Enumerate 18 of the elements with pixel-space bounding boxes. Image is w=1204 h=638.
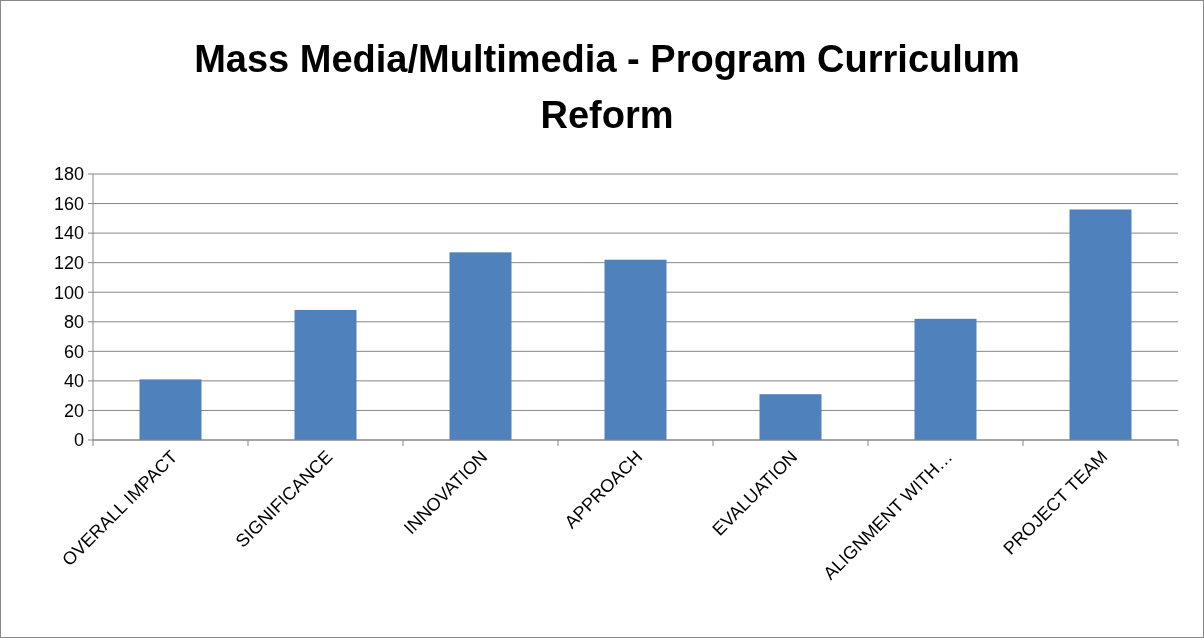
y-tick-label: 140: [53, 223, 84, 244]
bar: [604, 259, 667, 440]
y-tick-label: 100: [53, 282, 84, 303]
bar: [294, 309, 357, 440]
y-tick-label: 0: [73, 430, 84, 451]
bar: [449, 252, 512, 440]
y-tick-label: 160: [53, 193, 84, 214]
y-tick-label: 60: [63, 341, 84, 362]
y-tick-label: 20: [63, 400, 84, 421]
bar: [914, 318, 977, 440]
bar: [139, 379, 202, 440]
y-tick-label: 180: [53, 164, 84, 185]
bar: [1069, 209, 1132, 440]
bar: [759, 394, 822, 440]
y-tick-label: 40: [63, 371, 84, 392]
y-tick-label: 80: [63, 312, 84, 333]
chart-title: Mass Media/Multimedia - Program Curriculum Reform: [194, 38, 1020, 136]
y-tick-label: 120: [53, 252, 84, 273]
